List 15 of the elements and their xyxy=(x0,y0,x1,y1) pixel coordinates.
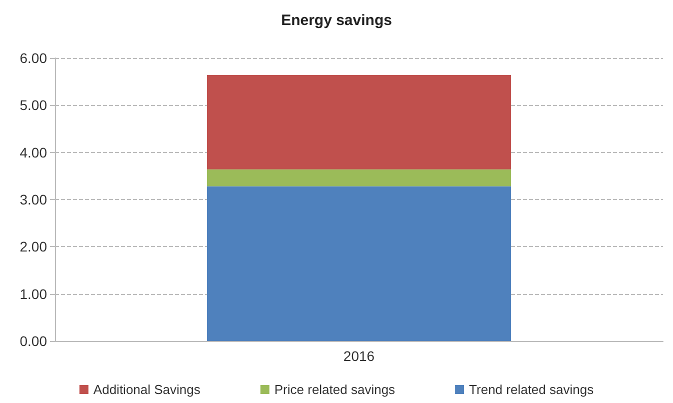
bar xyxy=(207,186,511,341)
y-tick-label: 1.00 xyxy=(20,286,48,302)
legend-label: Price related savings xyxy=(274,382,396,397)
y-tick-label: 2.00 xyxy=(20,238,48,255)
y-tick-label: 6.00 xyxy=(20,50,48,66)
y-tick-label: 0.00 xyxy=(20,333,48,349)
bar xyxy=(207,169,511,186)
x-tick-label: 2016 xyxy=(343,348,375,364)
legend-label: Trend related savings xyxy=(469,382,594,397)
legend-label: Additional Savings xyxy=(93,382,201,397)
y-tick-label: 4.00 xyxy=(20,144,48,160)
chart-title: Energy savings xyxy=(281,12,392,29)
y-tick-label: 3.00 xyxy=(20,192,48,208)
bar xyxy=(207,74,511,170)
y-tick-label: 5.00 xyxy=(20,97,48,114)
